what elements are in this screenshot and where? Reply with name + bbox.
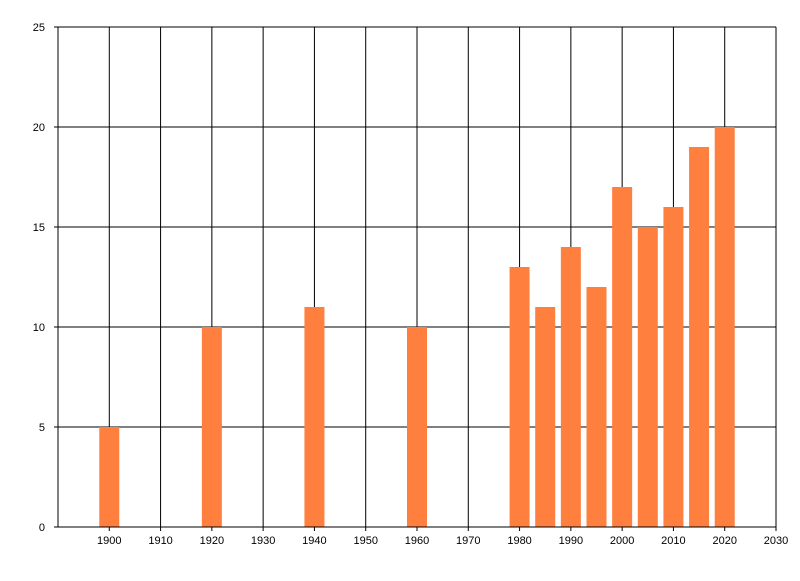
bar-1940 <box>304 307 325 527</box>
x-tick-label: 1960 <box>405 535 429 547</box>
x-tick-label: 2000 <box>610 535 634 547</box>
x-tick-label: 1910 <box>148 535 172 547</box>
x-tick-label: 1980 <box>507 535 531 547</box>
y-tick-label: 15 <box>33 222 45 234</box>
x-tick-label: 1940 <box>302 535 326 547</box>
bar-2015 <box>689 147 710 527</box>
bar-2005 <box>637 227 658 527</box>
x-tick-label: 1950 <box>353 535 377 547</box>
bar-layer <box>99 127 735 527</box>
bar-1900 <box>99 427 120 527</box>
bar-2000 <box>612 187 633 527</box>
x-tick-label: 2010 <box>661 535 685 547</box>
y-tick-label: 0 <box>39 522 45 534</box>
x-tick-label: 1920 <box>200 535 224 547</box>
bar-1995 <box>586 287 607 527</box>
bar-1990 <box>560 247 581 527</box>
bar-1920 <box>201 327 222 527</box>
x-tick-label: 1900 <box>97 535 121 547</box>
bar-1980 <box>509 267 530 527</box>
y-tick-label: 5 <box>39 422 45 434</box>
axis-layer <box>54 26 777 531</box>
y-tick-label: 10 <box>33 322 45 334</box>
y-tick-label: 20 <box>33 122 45 134</box>
x-tick-label: 1970 <box>456 535 480 547</box>
x-tick-label: 1990 <box>559 535 583 547</box>
x-tick-label: 2030 <box>764 535 788 547</box>
bar-2020 <box>714 127 735 527</box>
bar-2010 <box>663 207 684 527</box>
label-layer: 0 5 10 15 20 25 1900 1910 1920 1930 1940 1950 1960 19… <box>33 22 788 547</box>
x-tick-label: 1930 <box>251 535 275 547</box>
bar-1985 <box>535 307 556 527</box>
bar-1960 <box>407 327 427 527</box>
y-tick-label: 25 <box>33 22 45 34</box>
x-tick-label: 2020 <box>712 535 736 547</box>
